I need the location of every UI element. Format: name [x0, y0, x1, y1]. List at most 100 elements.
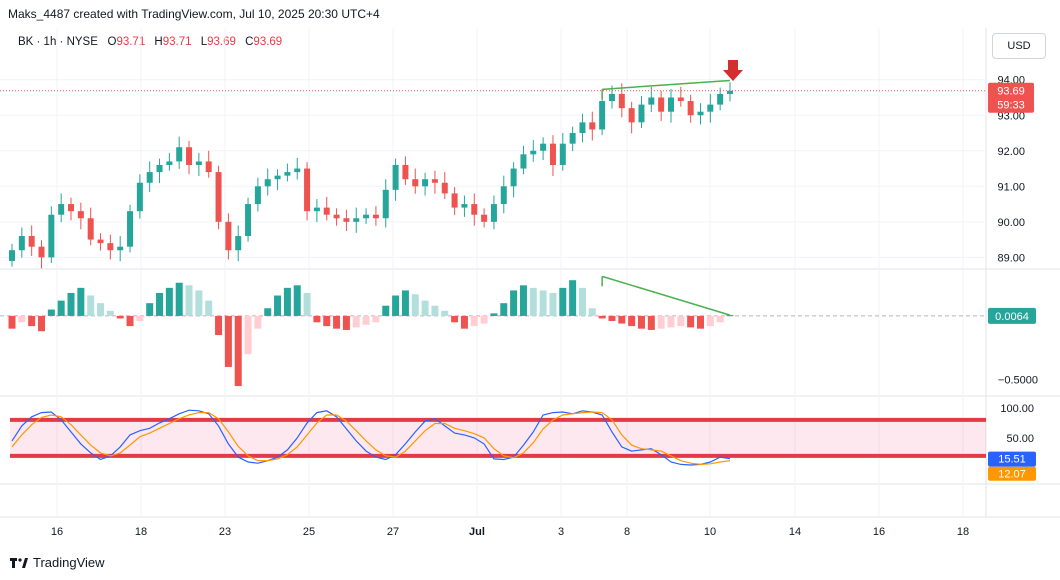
price-tick-label: 90.00	[997, 217, 1025, 229]
last-price-value: 93.69	[997, 86, 1025, 98]
stoch-d-badge	[988, 466, 1036, 481]
histogram-bar	[38, 315, 46, 332]
candle-body	[156, 164, 163, 173]
histogram-bar	[677, 315, 685, 327]
histogram-bar	[510, 290, 518, 316]
currency-button[interactable]: USD	[992, 33, 1046, 59]
oscillator-tick-label: −0.5000	[998, 375, 1038, 387]
candle-body	[353, 218, 360, 222]
low-value: 93.69	[207, 36, 236, 48]
histogram-bar	[67, 292, 75, 316]
price-trendline	[602, 79, 731, 91]
footer-brand: TradingView	[10, 555, 105, 570]
candle-body	[559, 143, 566, 165]
histogram-bar	[441, 310, 449, 316]
oscillator-value-badge	[988, 307, 1036, 324]
close-value: 93.69	[253, 36, 283, 48]
symbol-label[interactable]: BK · 1h · NYSE	[18, 36, 98, 48]
candle-body	[294, 168, 301, 173]
histogram-bar	[195, 290, 203, 316]
candle-body	[68, 204, 75, 212]
histogram-bar	[667, 315, 675, 328]
candle-body	[431, 179, 438, 183]
histogram-bar	[470, 315, 478, 327]
histogram-bar	[8, 315, 16, 329]
candle-body	[599, 101, 606, 130]
candle-body	[500, 186, 507, 205]
histogram-bar	[283, 287, 291, 316]
histogram-bar	[431, 305, 439, 316]
histogram-bar	[608, 315, 616, 322]
histogram-bar	[726, 315, 734, 317]
open-label: O	[107, 36, 117, 48]
candle-body	[707, 104, 714, 112]
candle-body	[461, 204, 468, 208]
oscillator-trendline	[601, 275, 731, 316]
histogram-bar	[224, 315, 232, 367]
histogram-bar	[254, 315, 262, 329]
candle-body	[540, 143, 547, 151]
candle-body	[205, 161, 212, 173]
histogram-bar	[106, 310, 114, 316]
histogram-bar	[165, 287, 173, 316]
histogram-bar	[116, 315, 124, 319]
histogram-bar	[401, 290, 409, 316]
candle-body	[510, 168, 517, 187]
ohlc-legend: BK · 1h · NYSE O93.71 H93.71 L93.69 C93.…	[18, 36, 288, 48]
candle-body	[186, 147, 193, 165]
price-tick-label: 93.00	[997, 110, 1025, 122]
histogram-bar	[628, 315, 636, 327]
histogram-bar	[529, 287, 537, 316]
candle-body	[176, 147, 183, 162]
x-tick-label: 25	[303, 526, 315, 538]
candle-body	[215, 172, 222, 222]
candle-body	[146, 172, 153, 183]
stoch-tick-label: 50.00	[1006, 433, 1034, 445]
price-pane	[0, 60, 986, 269]
x-tick-label: 18	[957, 526, 969, 538]
candle-body	[87, 218, 94, 240]
last-price-badge	[988, 82, 1034, 113]
candle-body	[18, 236, 25, 251]
candle-body	[382, 189, 389, 219]
low-label: L	[200, 36, 208, 48]
high-value: 93.71	[162, 36, 192, 48]
histogram-bar	[657, 315, 665, 329]
bar-countdown: 59:33	[997, 100, 1025, 112]
histogram-bar	[687, 315, 695, 328]
candle-body	[638, 104, 645, 123]
candle-body	[727, 90, 733, 94]
chart-canvas[interactable]: 16 18 23 25 27 Jul 3 8 10 14 16 1894.0093.0092.0091…	[0, 0, 1060, 545]
chart-credit: Maks_4487 created with TradingView.com, …	[8, 7, 380, 21]
candle-body	[38, 246, 45, 258]
histogram-bar	[647, 315, 655, 330]
price-tick-label: 92.00	[997, 146, 1025, 158]
oscillator-pane	[0, 275, 986, 387]
candle-body	[392, 164, 399, 190]
histogram-bar	[136, 315, 144, 322]
candle-body	[658, 97, 665, 112]
candle-body	[9, 250, 15, 261]
high-label: H	[154, 36, 163, 48]
candle-body	[569, 133, 576, 144]
histogram-bar	[175, 282, 183, 316]
candle-body	[363, 214, 370, 219]
candle-body	[481, 214, 488, 222]
candle-body	[343, 218, 350, 222]
histogram-bar	[293, 285, 301, 316]
candle-body	[412, 179, 419, 187]
histogram-bar	[578, 287, 586, 316]
candle-body	[136, 182, 143, 212]
histogram-bar	[126, 315, 134, 327]
candle-body	[254, 186, 261, 205]
candle-body	[28, 236, 35, 247]
histogram-bar	[637, 315, 645, 329]
candle-body	[441, 182, 448, 194]
candle-body	[284, 172, 291, 176]
x-tick-label: 27	[387, 526, 399, 538]
candle-body	[471, 204, 478, 215]
candle-body	[687, 101, 694, 116]
candle-body	[530, 150, 537, 155]
candle-body	[264, 179, 271, 187]
candle-body	[48, 214, 55, 258]
